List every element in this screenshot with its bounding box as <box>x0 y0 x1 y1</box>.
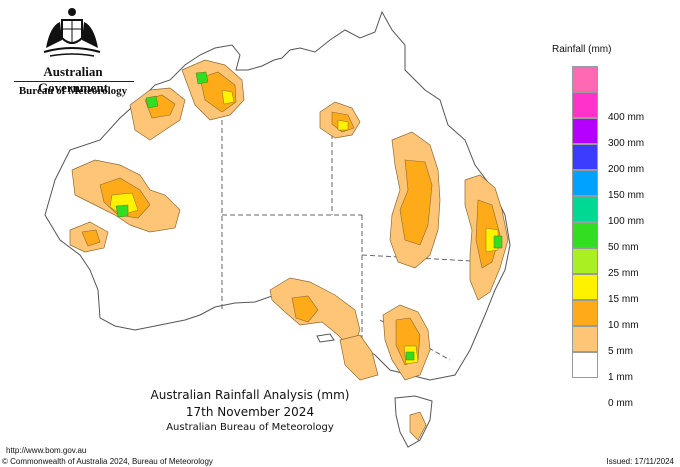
legend-row: 10 mm <box>572 300 672 331</box>
australia-mainland <box>44 10 511 448</box>
legend-swatch <box>572 248 598 274</box>
legend-row: 300 mm <box>572 118 672 149</box>
legend-swatch <box>572 326 598 352</box>
legend-row <box>572 66 672 92</box>
legend-label: 15 mm <box>608 294 639 305</box>
rain-5mm-sa <box>291 295 319 323</box>
legend-label: 400 mm <box>608 112 645 123</box>
issued-date: Issued: 17/11/2024 <box>606 457 674 466</box>
legend-label: 50 mm <box>608 242 639 253</box>
legend-swatch <box>572 66 598 92</box>
legend-swatch <box>572 144 598 170</box>
legend-swatch <box>572 300 598 326</box>
copyright-notice: © Commonwealth of Australia 2024, Bureau… <box>2 457 213 466</box>
legend-label: 150 mm <box>608 190 645 201</box>
legend-row: 400 mm <box>572 92 672 123</box>
legend-label: 10 mm <box>608 320 639 331</box>
rain-15mm-top-end <box>221 89 235 105</box>
government-name: Australian Government <box>37 64 109 95</box>
legend-swatch <box>572 196 598 222</box>
legend-row: 100 mm <box>572 196 672 227</box>
coat-of-arms-icon <box>43 8 101 57</box>
legend-swatch <box>572 92 598 118</box>
kangaroo-island <box>316 333 335 343</box>
legend-row: 1 mm <box>572 352 672 383</box>
legend-row: 5 mm <box>572 326 672 357</box>
legend-swatch <box>572 170 598 196</box>
header-divider <box>14 81 134 82</box>
legend-label: 0 mm <box>608 398 633 409</box>
legend-swatch <box>572 118 598 144</box>
legend-row: 0 mm <box>572 378 672 409</box>
legend-label: 200 mm <box>608 164 645 175</box>
legend-row: 200 mm <box>572 144 672 175</box>
rain-area-se-sa <box>339 334 379 381</box>
rain-area-tasmania <box>409 411 427 441</box>
map-date: 17th November 2024 <box>185 405 315 419</box>
legend-label: 5 mm <box>608 346 633 357</box>
rain-15mm-gulf <box>337 119 349 131</box>
legend-title: Rainfall (mm) <box>552 44 612 55</box>
bureau-name: Bureau of Meteorology <box>18 85 128 97</box>
rain-25mm-victoria <box>405 351 415 361</box>
map-title: Australian Rainfall Analysis (mm) <box>150 388 350 402</box>
legend-swatch <box>572 222 598 248</box>
rainfall-25mm-areas <box>115 71 503 361</box>
legend-label: 300 mm <box>608 138 645 149</box>
rain-25mm-qld <box>493 235 503 249</box>
legend-swatch <box>572 352 598 378</box>
map-agency: Australian Bureau of Meteorology <box>166 422 334 433</box>
legend-row: 50 mm <box>572 222 672 253</box>
rain-25mm-top-end <box>195 71 209 85</box>
rain-25mm-pilbara <box>115 204 129 218</box>
government-logo: Australian Government Bureau of Meteorol… <box>8 6 134 97</box>
legend-row: 150 mm <box>572 170 672 201</box>
rain-5mm-central-qld <box>399 159 433 246</box>
legend-swatch <box>572 274 598 300</box>
legend-label: 100 mm <box>608 216 645 227</box>
legend-row: 15 mm <box>572 274 672 305</box>
rain-5mm-gascoyne <box>81 229 101 247</box>
legend-row: 25 mm <box>572 248 672 279</box>
bom-website-link[interactable]: http://www.bom.gov.au <box>6 446 87 455</box>
legend-label: 1 mm <box>608 372 633 383</box>
rain-25mm-kimberley <box>145 95 159 109</box>
legend-label: 25 mm <box>608 268 639 279</box>
